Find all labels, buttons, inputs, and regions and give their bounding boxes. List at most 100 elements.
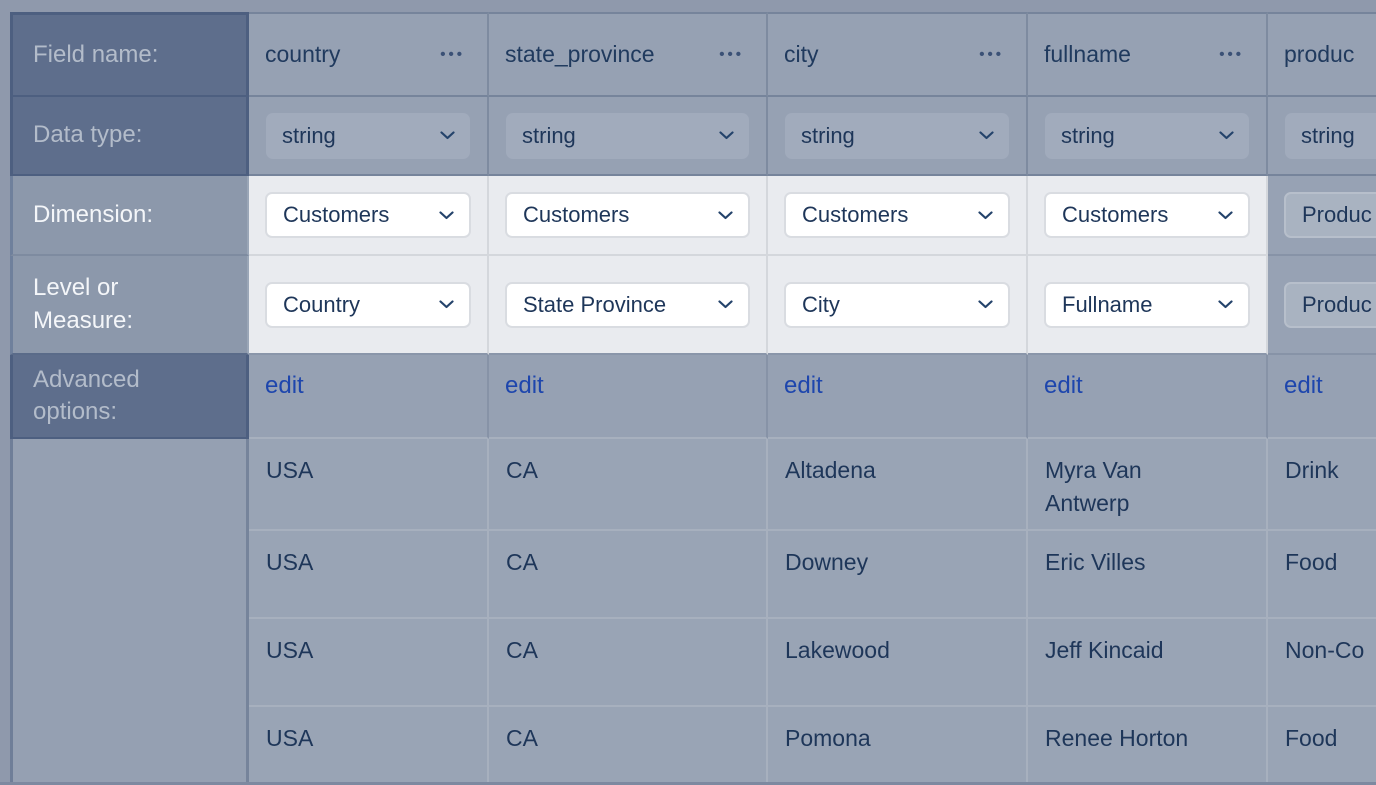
field-name-label: produc bbox=[1284, 41, 1355, 67]
data-type-cell: string bbox=[1028, 97, 1268, 176]
field-name-cell: fullname ••• bbox=[1028, 12, 1268, 97]
selected-value: Produc bbox=[1302, 202, 1372, 227]
table-cell: CA bbox=[489, 707, 768, 785]
table-cell: Drink bbox=[1268, 439, 1376, 531]
cell-value: Jeff Kincaid bbox=[1045, 637, 1164, 663]
cell-value: Food bbox=[1285, 725, 1338, 751]
cell-value: CA bbox=[506, 637, 538, 663]
table-cell: Eric Villes bbox=[1028, 531, 1268, 619]
cell-value: Non-Co bbox=[1285, 637, 1365, 663]
row-label-dimension: Dimension: bbox=[10, 176, 249, 256]
row-label-level-or-measure: Level or Measure: bbox=[10, 256, 249, 355]
advanced-edit-link[interactable]: edit bbox=[265, 372, 304, 399]
table-cell: CA bbox=[489, 439, 768, 531]
level-or-measure-select[interactable]: City bbox=[784, 281, 1010, 328]
dimension-select[interactable]: Customers bbox=[265, 192, 471, 238]
advanced-edit-link[interactable]: edit bbox=[505, 372, 544, 399]
cell-value: USA bbox=[266, 725, 314, 751]
field-name-cell: country ••• bbox=[249, 12, 489, 97]
table-cell: Myra Van Antwerp bbox=[1028, 439, 1268, 531]
chevron-down-icon bbox=[1219, 131, 1234, 140]
advanced-options-cell: edit bbox=[1268, 355, 1376, 439]
table-cell: USA bbox=[249, 439, 489, 531]
cell-value: Renee Horton bbox=[1045, 725, 1189, 751]
field-name-label: fullname bbox=[1044, 41, 1131, 67]
chevron-down-icon bbox=[978, 300, 993, 309]
table-cell: Jeff Kincaid bbox=[1028, 619, 1268, 707]
dimension-select[interactable]: Produc bbox=[1284, 192, 1376, 238]
advanced-options-cell: edit bbox=[1028, 355, 1268, 439]
field-name-label: city bbox=[784, 41, 819, 67]
advanced-options-cell: edit bbox=[768, 355, 1028, 439]
chevron-down-icon bbox=[719, 131, 734, 140]
data-type-cell: string bbox=[768, 97, 1028, 176]
dimension-select[interactable]: Customers bbox=[1044, 192, 1250, 238]
row-label-advanced-options: Advanced options: bbox=[10, 355, 249, 439]
advanced-edit-link[interactable]: edit bbox=[1044, 372, 1083, 399]
level-or-measure-cell: State Province bbox=[489, 256, 768, 355]
table-cell: CA bbox=[489, 619, 768, 707]
dimension-cell: Customers bbox=[249, 176, 489, 256]
chevron-down-icon bbox=[1218, 300, 1233, 309]
row-label-field-name: Field name: bbox=[10, 12, 249, 97]
field-name-label: state_province bbox=[505, 41, 655, 67]
cell-value: USA bbox=[266, 549, 314, 575]
cell-value: Pomona bbox=[785, 725, 871, 751]
more-options-icon[interactable]: ••• bbox=[979, 46, 1004, 63]
field-name-cell: state_province ••• bbox=[489, 12, 768, 97]
chevron-down-icon bbox=[439, 300, 454, 309]
chevron-down-icon bbox=[718, 210, 733, 220]
data-type-select[interactable]: string bbox=[266, 112, 470, 159]
selected-value: Customers bbox=[1062, 202, 1169, 227]
selected-value: City bbox=[802, 291, 840, 317]
dimension-cell: Customers bbox=[1028, 176, 1268, 256]
cell-value: Lakewood bbox=[785, 637, 890, 663]
cell-value: CA bbox=[506, 725, 538, 751]
selected-value: string bbox=[1061, 122, 1115, 148]
advanced-options-cell: edit bbox=[249, 355, 489, 439]
selected-value: Customers bbox=[802, 202, 909, 227]
more-options-icon[interactable]: ••• bbox=[719, 46, 744, 63]
table-cell: CA bbox=[489, 531, 768, 619]
more-options-icon[interactable]: ••• bbox=[440, 46, 465, 63]
cell-value: Food bbox=[1285, 549, 1338, 575]
advanced-options-cell: edit bbox=[489, 355, 768, 439]
selected-value: string bbox=[282, 122, 336, 148]
data-type-cell: string bbox=[249, 97, 489, 176]
field-configuration-table: Field name: Data type: Dimension: Level … bbox=[10, 12, 1376, 785]
level-or-measure-select[interactable]: Produc bbox=[1284, 281, 1376, 328]
cell-value: Altadena bbox=[785, 457, 876, 483]
row-label-spacer bbox=[10, 439, 249, 785]
selected-value: Customers bbox=[283, 202, 390, 227]
level-or-measure-cell: Fullname bbox=[1028, 256, 1268, 355]
dimension-select[interactable]: Customers bbox=[784, 192, 1010, 238]
data-type-select[interactable]: string bbox=[1285, 112, 1376, 159]
data-type-select[interactable]: string bbox=[1045, 112, 1249, 159]
advanced-edit-link[interactable]: edit bbox=[784, 372, 823, 399]
dimension-cell: Customers bbox=[768, 176, 1028, 256]
level-or-measure-cell: Produc bbox=[1268, 256, 1376, 355]
advanced-edit-link[interactable]: edit bbox=[1284, 372, 1323, 399]
row-label-text: Level or Measure: bbox=[33, 274, 134, 334]
level-or-measure-select[interactable]: Country bbox=[265, 281, 471, 328]
cell-value: USA bbox=[266, 457, 314, 483]
data-type-select[interactable]: string bbox=[785, 112, 1009, 159]
table-cell: Pomona bbox=[768, 707, 1028, 785]
level-or-measure-select[interactable]: Fullname bbox=[1044, 281, 1250, 328]
dimension-cell: Produc bbox=[1268, 176, 1376, 256]
data-type-select[interactable]: string bbox=[506, 112, 749, 159]
level-or-measure-select[interactable]: State Province bbox=[505, 281, 750, 328]
cell-value: Downey bbox=[785, 549, 869, 575]
table-cell: Downey bbox=[768, 531, 1028, 619]
chevron-down-icon bbox=[439, 210, 454, 220]
table-cell: Food bbox=[1268, 707, 1376, 785]
row-label-text: Field name: bbox=[33, 40, 159, 68]
more-options-icon[interactable]: ••• bbox=[1219, 46, 1244, 63]
table-cell: Lakewood bbox=[768, 619, 1028, 707]
selected-value: Fullname bbox=[1062, 291, 1153, 317]
dimension-cell: Customers bbox=[489, 176, 768, 256]
dimension-select[interactable]: Customers bbox=[505, 192, 750, 238]
table-cell: Non-Co bbox=[1268, 619, 1376, 707]
cell-value: Myra Van Antwerp bbox=[1045, 457, 1142, 516]
cell-value: USA bbox=[266, 637, 314, 663]
